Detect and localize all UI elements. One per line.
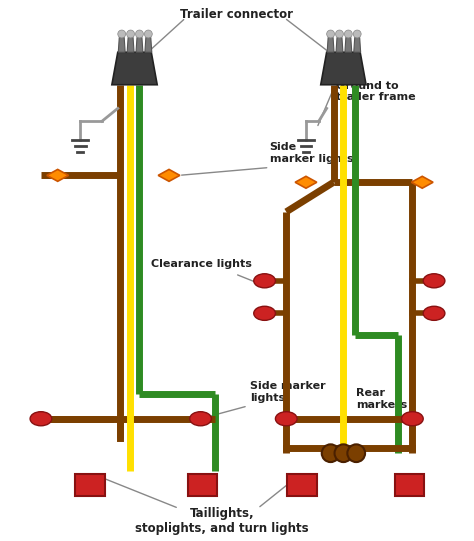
Circle shape xyxy=(322,444,339,462)
Circle shape xyxy=(127,30,135,38)
Circle shape xyxy=(335,444,352,462)
Ellipse shape xyxy=(423,306,445,320)
Text: Trailer connector: Trailer connector xyxy=(181,8,293,21)
Polygon shape xyxy=(145,37,152,52)
Polygon shape xyxy=(112,52,157,85)
Ellipse shape xyxy=(30,412,52,426)
Polygon shape xyxy=(127,37,134,52)
Polygon shape xyxy=(336,37,343,52)
Polygon shape xyxy=(295,176,317,188)
Ellipse shape xyxy=(190,412,211,426)
Ellipse shape xyxy=(254,274,275,288)
Text: Taillights,
stoplights, and turn lights: Taillights, stoplights, and turn lights xyxy=(136,507,309,536)
Ellipse shape xyxy=(401,412,423,426)
Polygon shape xyxy=(327,37,334,52)
Bar xyxy=(287,474,317,496)
Bar xyxy=(75,474,105,496)
Polygon shape xyxy=(345,37,352,52)
Text: Clearance lights: Clearance lights xyxy=(151,259,252,269)
Polygon shape xyxy=(354,37,361,52)
Circle shape xyxy=(136,30,144,38)
Polygon shape xyxy=(118,37,125,52)
Text: Side marker
lights: Side marker lights xyxy=(250,381,326,403)
Text: Side
marker lights: Side marker lights xyxy=(270,142,353,163)
Circle shape xyxy=(353,30,361,38)
Ellipse shape xyxy=(275,412,297,426)
Text: Ground to
trailer frame: Ground to trailer frame xyxy=(336,81,415,102)
Polygon shape xyxy=(158,169,180,181)
Bar xyxy=(395,474,424,496)
Circle shape xyxy=(145,30,152,38)
Circle shape xyxy=(336,30,343,38)
Circle shape xyxy=(347,444,365,462)
Polygon shape xyxy=(47,169,69,181)
Circle shape xyxy=(345,30,352,38)
Polygon shape xyxy=(411,176,433,188)
Circle shape xyxy=(118,30,126,38)
Polygon shape xyxy=(136,37,143,52)
Ellipse shape xyxy=(423,274,445,288)
Polygon shape xyxy=(321,52,366,85)
Circle shape xyxy=(327,30,335,38)
Text: Rear
markers: Rear markers xyxy=(356,388,408,410)
Bar xyxy=(188,474,217,496)
Ellipse shape xyxy=(254,306,275,320)
